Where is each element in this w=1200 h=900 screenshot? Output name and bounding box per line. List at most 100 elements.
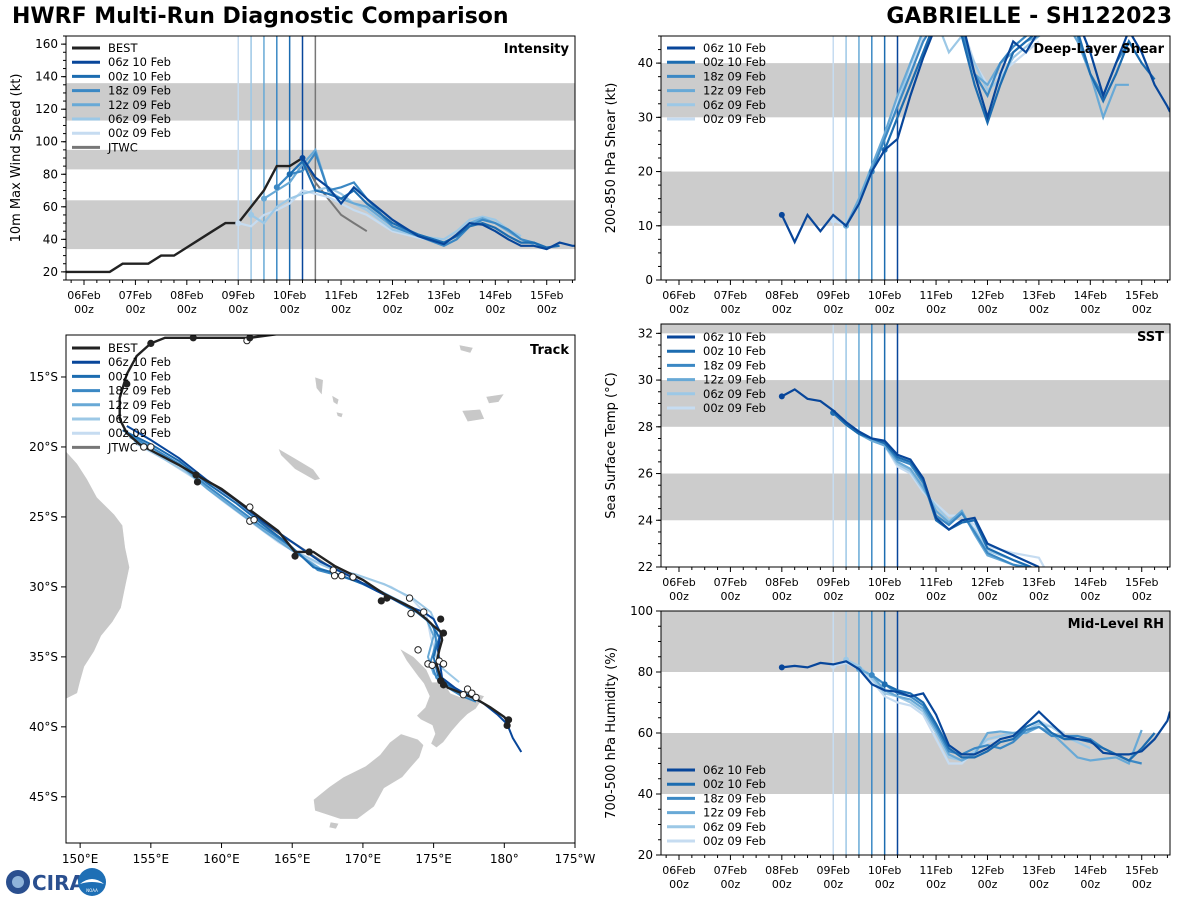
track-open-marker bbox=[472, 693, 480, 702]
intensity-legend-label-best: BEST bbox=[108, 41, 138, 55]
shear-ytick-label: 40 bbox=[638, 56, 653, 70]
shear-line-06z-10-feb bbox=[780, 36, 1170, 245]
intensity-xtick-label: 14Feb bbox=[479, 289, 512, 302]
fiji-landmass bbox=[461, 408, 485, 423]
rh-legend-label-06z-09-feb: 06z 09 Feb bbox=[703, 820, 766, 834]
rh-xtick-label: 00z bbox=[1132, 878, 1152, 891]
track-xtick-label: 180° bbox=[490, 852, 519, 866]
intensity-start-point-18z-09-feb bbox=[273, 184, 280, 191]
intensity-start-point-06z-09-feb bbox=[248, 211, 255, 218]
sst-ytick-label: 30 bbox=[638, 373, 653, 387]
shear-xtick-label: 00z bbox=[926, 303, 946, 316]
track-ytick-label: 45°S bbox=[29, 790, 58, 804]
rh-xtick-label: 08Feb bbox=[765, 864, 798, 877]
sst-ylabel: Sea Surface Temp (°C) bbox=[604, 372, 619, 519]
rh-legend-label-18z-09-feb: 18z 09 Feb bbox=[703, 791, 766, 805]
sst-xtick-label: 00z bbox=[669, 590, 689, 603]
intensity-xtick-label: 15Feb bbox=[530, 289, 563, 302]
intensity-legend-label-00z-09-feb: 00z 09 Feb bbox=[108, 126, 171, 140]
sst-legend-label-06z-10-feb: 06z 10 Feb bbox=[703, 330, 766, 344]
shear-legend-label-06z-09-feb: 06z 09 Feb bbox=[703, 98, 766, 112]
track-legend-label-00z-10-feb: 00z 10 Feb bbox=[108, 369, 171, 383]
shear-legend-label-06z-10-feb: 06z 10 Feb bbox=[703, 41, 766, 55]
intensity-xtick-label: 06Feb bbox=[67, 289, 100, 302]
new-caledonia-landmass bbox=[277, 447, 322, 481]
sst-legend-label-06z-09-feb: 06z 09 Feb bbox=[703, 387, 766, 401]
intensity-xtick-label: 12Feb bbox=[376, 289, 409, 302]
sst-band-2 bbox=[661, 324, 1170, 334]
rh-line-18z-09-feb bbox=[871, 674, 1142, 765]
shear-xtick-label: 12Feb bbox=[971, 289, 1004, 302]
track-open-marker bbox=[463, 685, 472, 693]
intensity-xtick-label: 07Feb bbox=[119, 289, 152, 302]
track-open-marker bbox=[420, 608, 428, 616]
sst-xtick-label: 00z bbox=[875, 590, 895, 603]
sst-xtick-label: 00z bbox=[926, 590, 946, 603]
track-xtick-label: 170°E bbox=[345, 852, 382, 866]
track-ytick-label: 35°S bbox=[29, 650, 58, 664]
intensity-ytick-label: 20 bbox=[43, 265, 58, 279]
track-xtick-label: 175°E bbox=[415, 852, 452, 866]
intensity-line-00z-10-feb bbox=[288, 159, 560, 249]
rh-legend-label-06z-10-feb: 06z 10 Feb bbox=[703, 763, 766, 777]
track-best-marker bbox=[503, 721, 511, 730]
shear-xtick-label: 00z bbox=[978, 303, 998, 316]
sst-legend-label-00z-09-feb: 00z 09 Feb bbox=[703, 401, 766, 415]
intensity-ytick-label: 160 bbox=[35, 37, 58, 51]
track-xtick-label: 175°W bbox=[555, 852, 596, 866]
shear-panel-title: Deep-Layer Shear bbox=[1033, 42, 1164, 57]
vanuatu-landmass bbox=[335, 411, 344, 418]
track-legend-label-best: BEST bbox=[108, 341, 138, 355]
sst-xtick-label: 09Feb bbox=[816, 576, 849, 589]
intensity-xtick-label: 00z bbox=[177, 303, 197, 316]
sst-xtick-label: 00z bbox=[1080, 590, 1100, 603]
sst-line-06z-10-feb bbox=[781, 388, 1040, 567]
rh-xtick-label: 07Feb bbox=[714, 864, 747, 877]
track-open-marker bbox=[439, 660, 448, 668]
track-ytick-label: 30°S bbox=[29, 580, 58, 594]
australia-landmass bbox=[66, 450, 130, 700]
track-open-marker bbox=[338, 572, 346, 580]
intensity-legend-label-12z-09-feb: 12z 09 Feb bbox=[108, 98, 171, 112]
track-open-marker bbox=[250, 516, 258, 524]
sst-start-point-06z-10-feb bbox=[778, 393, 785, 400]
track-best-marker bbox=[193, 478, 202, 486]
fiji-landmass bbox=[485, 393, 505, 404]
rh-xtick-label: 12Feb bbox=[971, 864, 1004, 877]
shear-xtick-label: 15Feb bbox=[1125, 289, 1158, 302]
intensity-xtick-label: 00z bbox=[280, 303, 300, 316]
sst-panel-title: SST bbox=[1137, 330, 1164, 345]
svg-text:NOAA: NOAA bbox=[86, 888, 98, 893]
shear-xtick-label: 00z bbox=[875, 303, 895, 316]
rh-xtick-label: 00z bbox=[721, 878, 741, 891]
new-zealand-south-island bbox=[313, 733, 425, 820]
track-best-marker bbox=[189, 335, 197, 342]
sst-xtick-label: 00z bbox=[978, 590, 998, 603]
shear-xtick-label: 08Feb bbox=[765, 289, 798, 302]
track-best-marker bbox=[439, 681, 448, 689]
intensity-xtick-label: 00z bbox=[228, 303, 248, 316]
sst-ytick-label: 24 bbox=[638, 513, 653, 527]
track-line-best bbox=[118, 335, 510, 724]
intensity-ylabel: 10m Max Wind Speed (kt) bbox=[9, 74, 24, 243]
shear-ytick-label: 0 bbox=[645, 273, 653, 287]
track-legend-label-00z-09-feb: 00z 09 Feb bbox=[108, 426, 171, 440]
rh-band-1 bbox=[661, 611, 1170, 672]
track-ytick-label: 25°S bbox=[29, 510, 58, 524]
shear-xtick-label: 07Feb bbox=[714, 289, 747, 302]
track-open-marker bbox=[407, 609, 415, 618]
intensity-line-06z-10-feb bbox=[301, 157, 575, 251]
intensity-start-point-06z-10-feb bbox=[299, 155, 306, 161]
shear-ytick-label: 10 bbox=[638, 219, 653, 233]
rh-start-point-18z-09-feb bbox=[868, 672, 875, 679]
intensity-xtick-label: 00z bbox=[537, 303, 557, 316]
rh-xtick-label: 00z bbox=[926, 878, 946, 891]
intensity-line-00z-09-feb bbox=[237, 189, 509, 244]
rh-xtick-label: 15Feb bbox=[1125, 864, 1158, 877]
shear-xtick-label: 10Feb bbox=[868, 289, 901, 302]
shear-xtick-label: 00z bbox=[1029, 303, 1049, 316]
rh-xtick-label: 14Feb bbox=[1074, 864, 1107, 877]
sst-legend-label-18z-09-feb: 18z 09 Feb bbox=[703, 358, 766, 372]
logo-text: CIRA bbox=[32, 871, 86, 895]
